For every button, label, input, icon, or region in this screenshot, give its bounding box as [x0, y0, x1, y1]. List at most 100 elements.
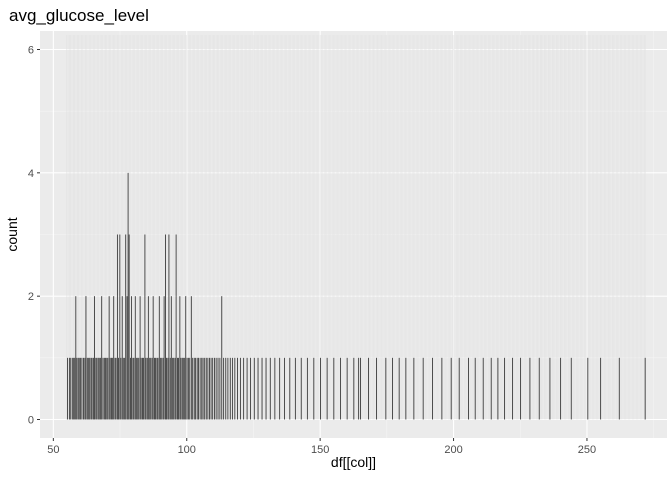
- histogram-bar: [326, 357, 328, 420]
- x-tick-label: 50: [47, 444, 59, 456]
- histogram-bar: [243, 357, 245, 420]
- histogram-bar: [229, 357, 231, 420]
- histogram-bar: [210, 357, 212, 420]
- histogram-bar: [600, 357, 602, 420]
- histogram-bar: [106, 357, 108, 420]
- histogram-bar: [86, 357, 88, 420]
- histogram-bar: [74, 357, 76, 420]
- histogram-bar: [587, 357, 589, 420]
- x-tick-label: 200: [444, 444, 462, 456]
- histogram-bar: [300, 357, 302, 420]
- histogram-bar: [130, 357, 131, 420]
- histogram-bar: [140, 357, 142, 420]
- chart-title: avg_glucose_level: [9, 6, 149, 25]
- histogram-bar: [173, 357, 175, 420]
- histogram-bar: [131, 296, 133, 420]
- histogram-bar: [193, 357, 195, 420]
- histogram-bar: [97, 357, 99, 420]
- histogram-bar: [219, 357, 221, 420]
- histogram-bar: [217, 357, 219, 420]
- histogram-bar: [147, 296, 149, 420]
- histogram-bar: [422, 357, 424, 420]
- histogram-bar: [134, 296, 136, 420]
- histogram-bar: [320, 357, 321, 420]
- histogram-bar: [145, 357, 147, 420]
- histogram-bar: [644, 357, 646, 420]
- histogram-bar: [101, 296, 103, 420]
- histogram-bar: [102, 357, 104, 420]
- histogram-bar: [70, 357, 72, 420]
- histogram-bar: [112, 357, 114, 420]
- x-tick-label: 100: [178, 444, 196, 456]
- histogram-bar: [81, 357, 83, 420]
- histogram-bar: [154, 357, 155, 420]
- histogram-bar: [497, 357, 499, 420]
- histogram-bar: [80, 357, 82, 420]
- histogram-bar: [139, 296, 141, 420]
- histogram-bar: [158, 296, 160, 420]
- histogram-bar: [283, 357, 285, 420]
- histogram-bars: [66, 35, 646, 420]
- histogram-bar: [111, 357, 113, 420]
- histogram-bar: [269, 357, 271, 420]
- histogram-bar: [225, 357, 227, 420]
- histogram-bar: [560, 357, 562, 420]
- histogram-bar: [170, 296, 172, 420]
- histogram-bar: [253, 357, 255, 420]
- histogram-bar: [376, 357, 377, 420]
- histogram-bar: [161, 357, 163, 420]
- histogram-bar: [215, 357, 217, 420]
- histogram-bar: [468, 357, 469, 420]
- histogram-bar: [289, 357, 291, 420]
- histogram-bar: [294, 357, 296, 420]
- histogram-bar: [164, 234, 166, 420]
- histogram-bar: [77, 357, 79, 420]
- histogram-bar: [223, 357, 225, 420]
- histogram-bar: [257, 357, 259, 420]
- histogram-bar: [199, 357, 201, 420]
- histogram-bar: [73, 357, 75, 420]
- histogram-bar: [94, 296, 95, 420]
- histogram-bar: [202, 357, 204, 420]
- histogram-bar: [368, 357, 369, 420]
- histogram-bar: [201, 357, 203, 420]
- x-tick-label: 250: [578, 444, 596, 456]
- histogram-bar: [174, 357, 176, 420]
- histogram-bar: [127, 172, 129, 420]
- histogram-bar: [405, 357, 407, 420]
- histogram-bar: [520, 357, 522, 420]
- histogram-bar: [159, 357, 161, 420]
- histogram-bar: [138, 357, 140, 420]
- histogram-bar: [279, 357, 281, 420]
- histogram-bar: [84, 357, 86, 420]
- histogram-bar: [313, 357, 315, 420]
- histogram-bar: [196, 357, 198, 420]
- histogram-bar: [358, 357, 360, 420]
- y-tick-label: 2: [28, 291, 34, 303]
- histogram-bar: [205, 357, 207, 420]
- histogram-bar: [209, 357, 210, 420]
- histogram-bar: [87, 357, 89, 420]
- histogram-bar: [512, 357, 514, 420]
- histogram-bar: [90, 357, 92, 420]
- histogram-bar: [192, 357, 194, 420]
- histogram-bar: [122, 357, 124, 420]
- histogram-bar: [231, 357, 233, 420]
- histogram-bar: [89, 357, 91, 420]
- histogram-bar: [187, 357, 189, 420]
- histogram-bar: [150, 357, 152, 420]
- histogram-bar: [360, 357, 361, 420]
- histogram-bar: [126, 296, 128, 420]
- x-tick-label: 150: [311, 444, 329, 456]
- histogram-bar: [155, 357, 157, 420]
- histogram-bar: [132, 357, 134, 420]
- histogram-bar: [529, 357, 531, 420]
- y-tick-label: 6: [28, 45, 34, 57]
- histogram-bar: [107, 357, 109, 420]
- histogram-bar: [83, 357, 84, 420]
- histogram-bar: [67, 357, 68, 420]
- histogram-bar: [115, 357, 117, 420]
- histogram-bar: [212, 357, 214, 420]
- histogram-bar: [162, 357, 164, 420]
- histogram-bar: [204, 357, 206, 420]
